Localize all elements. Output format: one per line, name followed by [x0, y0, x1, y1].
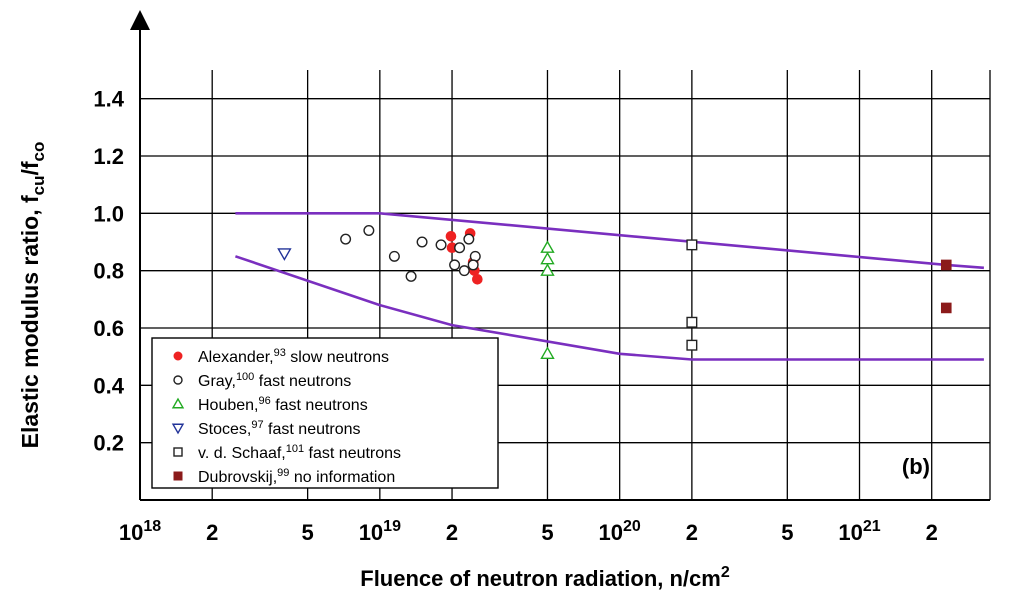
y-tick-label-4: 1.0: [93, 201, 124, 226]
point-s0-0: [445, 230, 457, 242]
point-s1-5: [435, 239, 447, 251]
legend-label-4: v. d. Schaaf,101 fast neutrons: [198, 443, 401, 462]
x-tick-label-2: 5: [302, 520, 314, 545]
point-s2-2: [540, 263, 555, 276]
point-s1-4: [416, 236, 428, 248]
legend-label-2: Houben,96 fast neutrons: [198, 395, 368, 414]
x-tick-labels: 1018 2 5 1019 2 5 1020 2 5 1021 2: [119, 518, 938, 545]
point-s1-8: [458, 265, 470, 277]
x-axis-label: Fluence of neutron radiation, n/cm2: [360, 564, 730, 591]
plot-frame: [130, 10, 991, 501]
y-tick-label-1: 0.4: [93, 373, 124, 398]
point-s2-3: [540, 346, 555, 359]
x-tick-label-3: 1019: [359, 518, 401, 545]
legend-marker-1: [173, 375, 183, 385]
x-tick-label-10: 2: [926, 520, 938, 545]
legend-marker-5: [173, 471, 183, 481]
point-s4-0: [686, 239, 698, 251]
y-tick-label-5: 1.2: [93, 144, 124, 169]
legend-marker-3: [171, 423, 185, 435]
data-points: [277, 225, 952, 359]
y-axis-label: Elastic modulus ratio, fcu/fco: [17, 142, 48, 449]
lower-bound-curve: [234, 255, 984, 361]
x-tick-label-6: 1020: [599, 518, 641, 545]
point-s3-0: [277, 248, 292, 261]
y-tick-label-3: 0.8: [93, 259, 124, 284]
x-tick-label-4: 2: [446, 520, 458, 545]
y-tick-label-6: 1.4: [93, 87, 124, 112]
y-tick-label-2: 0.6: [93, 316, 124, 341]
x-tick-label-8: 5: [781, 520, 793, 545]
point-s4-1: [686, 316, 698, 328]
x-tick-label-0: 1018: [119, 518, 161, 545]
legend-label-3: Stoces,97 fast neutrons: [198, 419, 361, 438]
point-s1-1: [363, 225, 375, 237]
x-tick-label-7: 2: [686, 520, 698, 545]
bound-curves: [234, 212, 984, 361]
legend-label-0: Alexander,93 slow neutrons: [198, 347, 389, 366]
legend-marker-2: [171, 397, 185, 409]
legend-box: [151, 337, 499, 489]
point-s1-7: [454, 242, 466, 254]
legend-label-5: Dubrovskij,99 no information: [198, 467, 395, 486]
legend-label-1: Gray,100 fast neutrons: [198, 371, 351, 390]
point-s5-0: [940, 259, 952, 271]
y-tick-labels: 0.2 0.4 0.6 0.8 1.0 1.2 1.4: [93, 87, 124, 456]
legend: Alexander,93 slow neutrons Gray,100 fast …: [151, 337, 499, 489]
legend-marker-0: [173, 351, 183, 361]
x-tick-label-9: 1021: [838, 518, 880, 545]
point-s5-1: [940, 302, 952, 314]
point-s1-11: [467, 259, 479, 271]
point-s1-0: [340, 233, 352, 245]
point-s0-5: [472, 273, 483, 285]
upper-bound-curve: [235, 212, 984, 270]
point-s1-6: [449, 259, 461, 271]
y-tick-label-0: 0.2: [93, 431, 124, 456]
point-s1-9: [463, 233, 475, 245]
point-s4-2: [686, 339, 698, 351]
point-s2-0: [540, 240, 555, 253]
point-s1-2: [388, 250, 400, 262]
x-tick-label-1: 2: [206, 520, 218, 545]
point-s2-1: [540, 251, 555, 265]
panel-label: (b): [902, 454, 930, 479]
point-s1-3: [405, 270, 417, 282]
x-tick-label-5: 5: [541, 520, 553, 545]
legend-marker-4: [173, 447, 183, 457]
